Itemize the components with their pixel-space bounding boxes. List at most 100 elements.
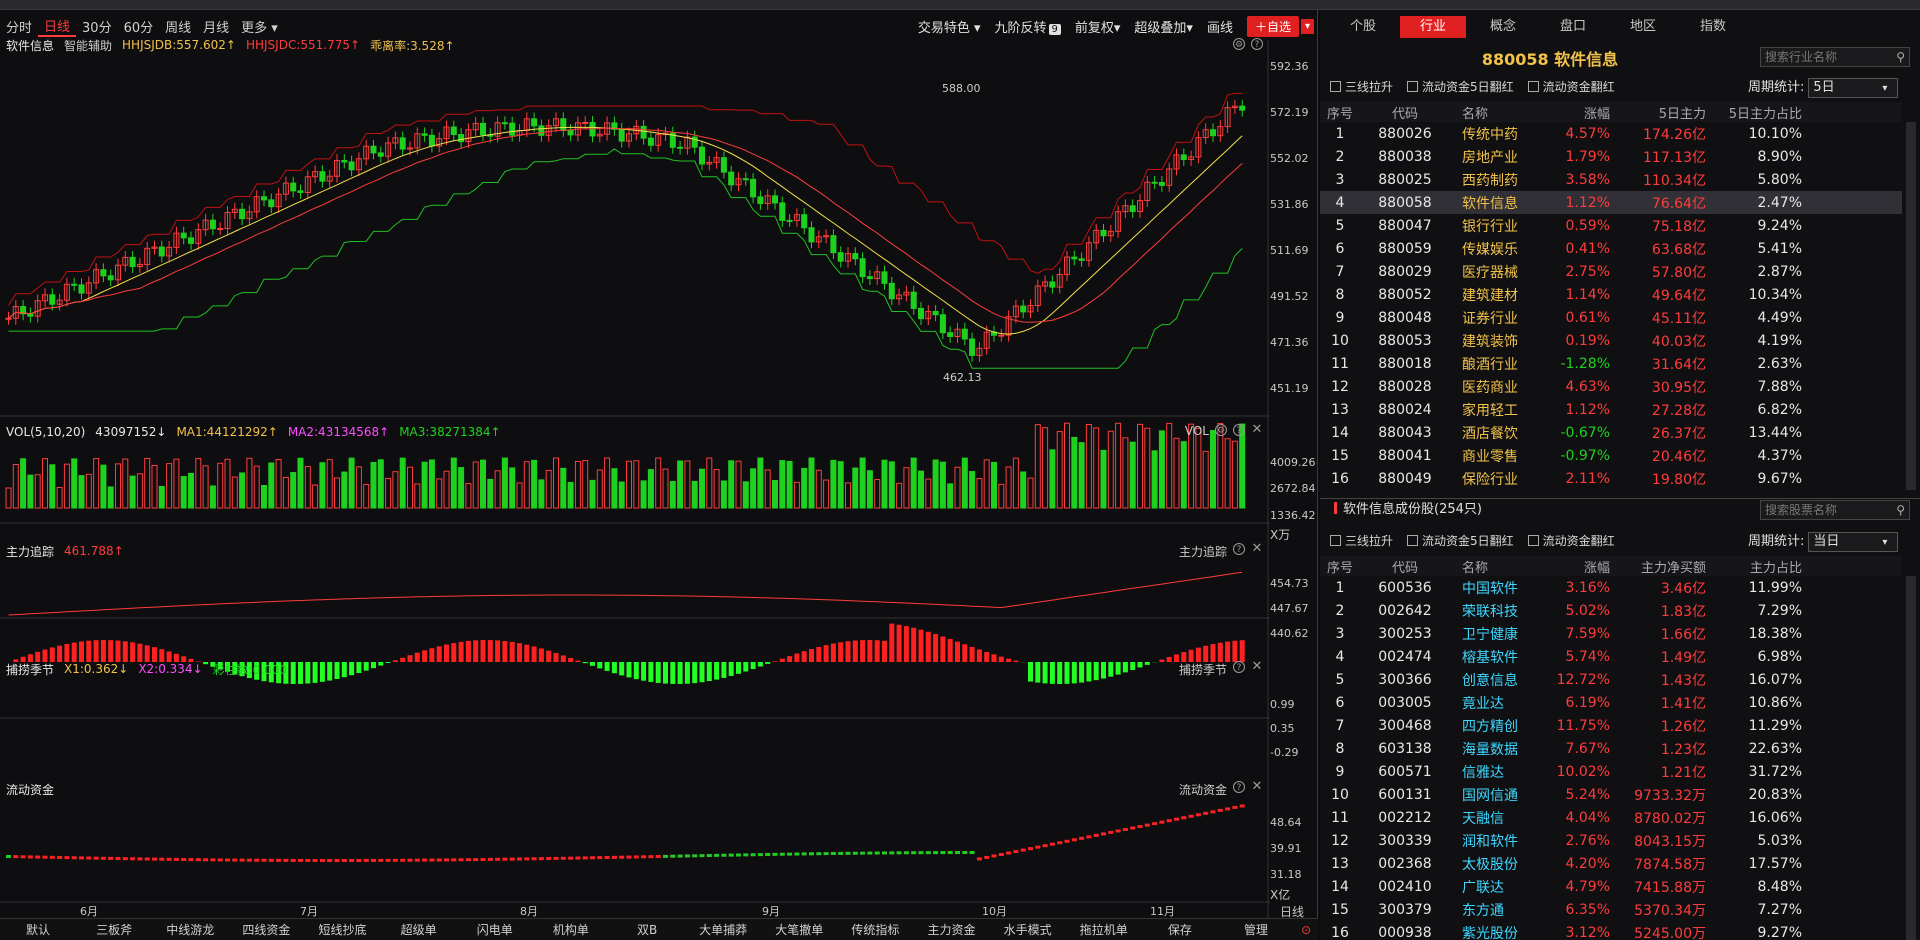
bottom-tab[interactable]: 短线抄底 xyxy=(318,923,367,937)
bottom-tab[interactable]: 默认 xyxy=(26,923,51,937)
table-row[interactable]: 10 880053 建筑装饰 0.19% 40.03亿 4.19% xyxy=(1320,329,1902,352)
settings-icon[interactable]: ⚙ xyxy=(1215,424,1227,436)
table-row[interactable]: 14 002410 广联达 4.79% 7415.88万 8.48% xyxy=(1320,875,1902,898)
bottom-tab[interactable]: 超级单 xyxy=(400,923,437,937)
period-week[interactable]: 周线 xyxy=(165,20,192,36)
check-flow5-red[interactable]: 流动资金5日翻红 xyxy=(1407,532,1514,549)
table-row[interactable]: 1 600536 中国软件 3.16% 3.46亿 11.99% xyxy=(1320,576,1902,599)
price-chart[interactable] xyxy=(0,40,1270,920)
table-row[interactable]: 5 300366 创意信息 12.72% 1.43亿 16.07% xyxy=(1320,668,1902,691)
bottom-tab[interactable]: 机构单 xyxy=(552,923,589,937)
scroll-up-icon[interactable]: ⊙ xyxy=(1301,922,1312,937)
watchlist-dropdown-icon[interactable]: ▾ xyxy=(1300,18,1314,34)
help-icon[interactable]: ? xyxy=(1251,38,1263,50)
help-icon[interactable]: ? xyxy=(1233,424,1245,436)
tab-stock[interactable]: 个股 xyxy=(1349,19,1376,34)
tab-orderbook[interactable]: 盘口 xyxy=(1559,19,1586,34)
table-row[interactable]: 4 002474 榕基软件 5.74% 1.49亿 6.98% xyxy=(1320,645,1902,668)
check-flow-red[interactable]: 流动资金翻红 xyxy=(1527,78,1615,95)
period-select-2[interactable]: 周期统计: 当日 ▾ xyxy=(1748,530,1899,552)
bottom-tab[interactable]: 水手模式 xyxy=(1003,923,1052,937)
table-row[interactable]: 11 002212 天融信 4.04% 8780.02万 16.06% xyxy=(1320,806,1902,829)
check-flow-red[interactable]: 流动资金翻红 xyxy=(1527,532,1615,549)
col-header[interactable]: 代码 xyxy=(1391,106,1418,122)
period-value[interactable]: 5日 xyxy=(1808,78,1899,98)
table-row[interactable]: 4 880058 软件信息 1.12% 76.64亿 2.47% xyxy=(1320,191,1902,214)
period-30min[interactable]: 30分 xyxy=(82,20,112,36)
close-icon[interactable]: ✕ xyxy=(1251,659,1263,674)
bottom-tab[interactable]: 双B xyxy=(636,923,658,937)
table-row[interactable]: 12 300339 润和软件 2.76% 8043.15万 5.03% xyxy=(1320,829,1902,852)
check-three-line[interactable]: 三线拉升 xyxy=(1330,532,1393,549)
bottom-tab[interactable]: 传统指标 xyxy=(851,923,900,937)
table-row[interactable]: 12 880028 医药商业 4.63% 30.95亿 7.88% xyxy=(1320,375,1902,398)
check-flow5-red[interactable]: 流动资金5日翻红 xyxy=(1407,78,1514,95)
bottom-tab[interactable]: 四线资金 xyxy=(242,923,291,937)
table-row[interactable]: 8 880052 建筑建材 1.14% 49.64亿 10.34% xyxy=(1320,283,1902,306)
tab-industry[interactable]: 行业 xyxy=(1400,16,1466,38)
table-row[interactable]: 7 880029 医疗器械 2.75% 57.80亿 2.87% xyxy=(1320,260,1902,283)
table-row[interactable]: 11 880018 酿酒行业 -1.28% 31.64亿 2.63% xyxy=(1320,352,1902,375)
tab-index[interactable]: 指数 xyxy=(1699,19,1726,34)
bottom-tab[interactable]: 大单捕莽 xyxy=(699,923,748,937)
table-row[interactable]: 3 300253 卫宁健康 7.59% 1.66亿 18.38% xyxy=(1320,622,1902,645)
bottom-tab[interactable]: 三板斧 xyxy=(96,923,133,937)
table-row[interactable]: 5 880047 银行行业 0.59% 75.18亿 9.24% xyxy=(1320,214,1902,237)
overlay-menu[interactable]: 超级叠加▾ xyxy=(1134,20,1193,36)
draw-line-button[interactable]: 画线 xyxy=(1206,20,1233,36)
period-value[interactable]: 当日 xyxy=(1808,532,1899,552)
table-row[interactable]: 2 880038 房地产业 1.79% 117.13亿 8.90% xyxy=(1320,145,1902,168)
table-row[interactable]: 6 003005 竟业达 6.19% 1.41亿 10.86% xyxy=(1320,691,1902,714)
close-icon[interactable]: ✕ xyxy=(1251,541,1263,556)
col-header[interactable]: 5日主力 xyxy=(1658,106,1706,122)
chart-area[interactable]: 分时 日线 30分 60分 周线 月线 更多 ▾ 交易特色 ▾ 九阶反转 9 前复… xyxy=(0,10,1318,940)
table-row[interactable]: 9 600571 信雅达 10.02% 1.21亿 31.72% xyxy=(1320,760,1902,783)
period-60min[interactable]: 60分 xyxy=(123,20,154,36)
col-header[interactable]: 涨幅 xyxy=(1583,106,1610,122)
table-row[interactable]: 13 880024 家用轻工 1.12% 27.28亿 6.82% xyxy=(1320,398,1902,421)
col-header[interactable]: 代码 xyxy=(1391,560,1418,576)
bottom-tab[interactable]: 闪电单 xyxy=(476,923,513,937)
scrollbar[interactable] xyxy=(1906,122,1916,490)
bottom-tab[interactable]: 拖拉机单 xyxy=(1079,923,1128,937)
help-icon[interactable]: ? xyxy=(1233,543,1245,555)
nine-reversal-button[interactable]: 九阶反转 9 xyxy=(994,17,1061,36)
bottom-tab[interactable]: 保存 xyxy=(1167,923,1192,937)
bottom-tab[interactable]: 大笔撤单 xyxy=(775,923,824,937)
table-row[interactable]: 3 880025 西药制药 3.58% 110.34亿 5.80% xyxy=(1320,168,1902,191)
industry-search-input[interactable]: 搜索行业名称 ⚲ xyxy=(1760,47,1910,67)
table-row[interactable]: 15 300379 东方通 6.35% 5370.34万 7.27% xyxy=(1320,898,1902,921)
table-row[interactable]: 2 002642 荣联科技 5.02% 1.83亿 7.29% xyxy=(1320,599,1902,622)
table-row[interactable]: 15 880041 商业零售 -0.97% 20.46亿 4.37% xyxy=(1320,444,1902,467)
tab-concept[interactable]: 概念 xyxy=(1489,19,1516,34)
period-select-1[interactable]: 周期统计: 5日 ▾ xyxy=(1748,76,1899,98)
settings-icon[interactable]: ⚙ xyxy=(1233,38,1245,50)
table-row[interactable]: 14 880043 酒店餐饮 -0.67% 26.37亿 13.44% xyxy=(1320,421,1902,444)
table-row[interactable]: 6 880059 传媒娱乐 0.41% 63.68亿 5.41% xyxy=(1320,237,1902,260)
tab-region[interactable]: 地区 xyxy=(1629,19,1656,34)
scrollbar[interactable] xyxy=(1906,576,1916,940)
add-watchlist-button[interactable]: ＋自选 xyxy=(1246,15,1299,37)
stock-search-input[interactable]: 搜索股票名称 ⚲ xyxy=(1760,500,1910,520)
close-icon[interactable]: ✕ xyxy=(1251,422,1263,437)
search-icon[interactable]: ⚲ xyxy=(1896,503,1905,517)
adjust-menu[interactable]: 前复权▾ xyxy=(1074,20,1121,36)
col-header[interactable]: 主力净买额 xyxy=(1640,560,1706,576)
table-row[interactable]: 10 600131 国网信通 5.24% 9733.32万 20.83% xyxy=(1320,783,1902,806)
table-row[interactable]: 1 880026 传统中药 4.57% 174.26亿 10.10% xyxy=(1320,122,1902,145)
table-row[interactable]: 16 000938 紫光股份 3.12% 5245.00万 9.27% xyxy=(1320,921,1902,940)
search-icon[interactable]: ⚲ xyxy=(1896,50,1905,64)
col-header[interactable]: 涨幅 xyxy=(1583,560,1610,576)
col-header[interactable]: 主力占比 xyxy=(1749,560,1802,576)
period-more[interactable]: 更多 ▾ xyxy=(241,20,278,36)
period-day[interactable]: 日线 xyxy=(38,16,77,37)
period-month[interactable]: 月线 xyxy=(203,20,230,36)
close-icon[interactable]: ✕ xyxy=(1251,779,1263,794)
bottom-tab[interactable]: 中线游龙 xyxy=(166,923,215,937)
table-row[interactable]: 16 880049 保险行业 2.11% 19.80亿 9.67% xyxy=(1320,467,1902,490)
check-three-line[interactable]: 三线拉升 xyxy=(1330,78,1393,95)
col-header[interactable]: 名称 xyxy=(1462,106,1489,122)
assist-label[interactable]: 智能辅助 xyxy=(64,38,113,53)
bottom-tab[interactable]: 管理 xyxy=(1244,923,1269,937)
help-icon[interactable]: ? xyxy=(1233,661,1245,673)
